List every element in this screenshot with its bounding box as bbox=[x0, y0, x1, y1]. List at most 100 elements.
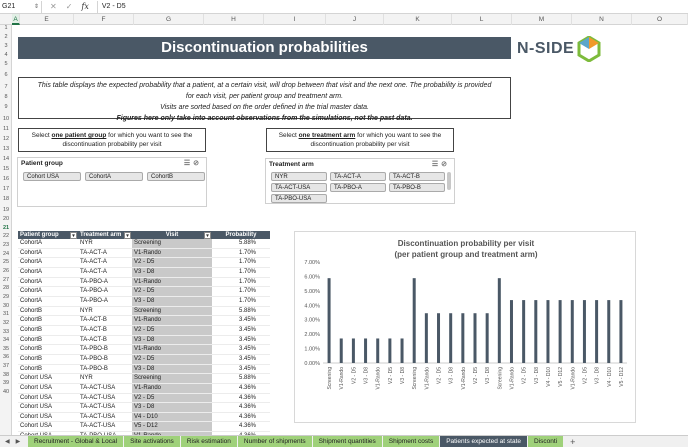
header-probability[interactable]: Probability bbox=[212, 231, 270, 239]
cell-visit[interactable]: V1-Rando bbox=[132, 277, 212, 288]
header-treatment-arm[interactable]: Treatment arm ▾ bbox=[78, 231, 132, 239]
table-row[interactable]: CohortB TA-ACT-B V1-Rando 3.45% bbox=[18, 315, 270, 326]
cell-patient-group[interactable]: CohortA bbox=[18, 296, 78, 307]
cell-visit[interactable]: V3 - D8 bbox=[132, 335, 212, 346]
table-row[interactable]: CohortB TA-PBO-B V1-Rando 3.45% bbox=[18, 344, 270, 355]
table-row[interactable]: Cohort USA NYR Screening 5.88% bbox=[18, 373, 270, 384]
slicer-item-ta-act-b[interactable]: TA-ACT-B bbox=[389, 172, 445, 181]
cell-patient-group[interactable]: CohortA bbox=[18, 239, 78, 249]
cell-visit[interactable]: V1-Rando bbox=[132, 248, 212, 259]
cell-patient-group[interactable]: CohortB bbox=[18, 335, 78, 346]
slicer-item-cohorta[interactable]: CohortA bbox=[85, 172, 143, 181]
cell-treatment-arm[interactable]: TA-PBO-B bbox=[78, 364, 132, 375]
row-header[interactable]: 4 bbox=[4, 52, 8, 58]
cell-probability[interactable]: 1.70% bbox=[212, 267, 270, 278]
row-header[interactable]: 1 bbox=[4, 25, 8, 31]
row-header[interactable]: 15 bbox=[2, 166, 10, 172]
cell-patient-group[interactable]: CohortA bbox=[18, 286, 78, 297]
slicer-item-ta-act-a[interactable]: TA-ACT-A bbox=[330, 172, 386, 181]
row-header[interactable]: 40 bbox=[2, 389, 10, 395]
row-header[interactable]: 24 bbox=[2, 250, 10, 257]
cell-probability[interactable]: 4.36% bbox=[212, 431, 270, 435]
table-row[interactable]: CohortA TA-ACT-A V1-Rando 1.70% bbox=[18, 248, 270, 259]
cell-patient-group[interactable]: CohortA bbox=[18, 267, 78, 278]
clear-filter-icon[interactable]: ⊘ bbox=[441, 161, 450, 168]
cell-probability[interactable]: 5.88% bbox=[212, 239, 270, 249]
row-header[interactable]: 30 bbox=[2, 302, 10, 309]
slicer-item-ta-pbo-usa[interactable]: TA-PBO-USA bbox=[271, 194, 327, 203]
column-header-f[interactable]: F bbox=[74, 14, 134, 25]
row-header[interactable]: 13 bbox=[2, 146, 10, 152]
row-header[interactable]: 5 bbox=[4, 61, 8, 67]
cell-treatment-arm[interactable]: TA-PBO-USA bbox=[78, 431, 132, 435]
slicer-scrollbar[interactable] bbox=[447, 172, 451, 190]
row-header[interactable]: 10 bbox=[2, 116, 10, 122]
cell-patient-group[interactable]: CohortA bbox=[18, 257, 78, 268]
cell-patient-group[interactable]: CohortB bbox=[18, 344, 78, 355]
cell-probability[interactable]: 4.36% bbox=[212, 383, 270, 394]
column-header-m[interactable]: M bbox=[512, 14, 572, 25]
row-header[interactable]: 22 bbox=[2, 233, 10, 240]
table-row[interactable]: CohortA TA-PBO-A V2 - D5 1.70% bbox=[18, 286, 270, 297]
cell-probability[interactable]: 3.45% bbox=[212, 315, 270, 326]
cell-patient-group[interactable]: Cohort USA bbox=[18, 412, 78, 423]
table-row[interactable]: CohortA TA-ACT-A V3 - D8 1.70% bbox=[18, 267, 270, 278]
cell-patient-group[interactable]: CohortB bbox=[18, 364, 78, 375]
cell-treatment-arm[interactable]: TA-ACT-USA bbox=[78, 383, 132, 394]
row-header[interactable]: 31 bbox=[2, 311, 10, 318]
slicer-item-ta-pbo-b[interactable]: TA-PBO-B bbox=[389, 183, 445, 192]
cell-probability[interactable]: 5.88% bbox=[212, 373, 270, 384]
header-visit[interactable]: Visit ▾ bbox=[132, 231, 212, 239]
next-sheet-icon[interactable]: ▶ bbox=[15, 439, 21, 445]
multi-select-icon[interactable]: ☰ bbox=[431, 161, 442, 168]
cell-probability[interactable]: 1.70% bbox=[212, 277, 270, 288]
cell-visit[interactable]: Screening bbox=[132, 239, 212, 249]
cell-visit[interactable]: V4 - D10 bbox=[132, 412, 212, 423]
column-header-a[interactable]: A bbox=[12, 14, 20, 25]
row-header[interactable]: 11 bbox=[3, 126, 9, 132]
table-row[interactable]: CohortB TA-PBO-B V2 - D5 3.45% bbox=[18, 354, 270, 365]
cell-treatment-arm[interactable]: TA-ACT-USA bbox=[78, 402, 132, 413]
table-row[interactable]: CohortB NYR Screening 5.88% bbox=[18, 306, 270, 317]
cell-visit[interactable]: V3 - D8 bbox=[132, 364, 212, 375]
table-row[interactable]: CohortA TA-ACT-A V2 - D5 1.70% bbox=[18, 257, 270, 268]
table-row[interactable]: Cohort USA TA-ACT-USA V4 - D10 4.36% bbox=[18, 412, 270, 423]
cell-probability[interactable]: 3.45% bbox=[212, 344, 270, 355]
row-header[interactable]: 27 bbox=[2, 276, 10, 283]
name-box-dropdown-icon[interactable]: ⇕ bbox=[33, 3, 39, 10]
cell-visit[interactable]: V2 - D5 bbox=[132, 257, 212, 268]
cell-patient-group[interactable]: Cohort USA bbox=[18, 431, 78, 435]
cell-treatment-arm[interactable]: TA-PBO-A bbox=[78, 277, 132, 288]
cell-probability[interactable]: 1.70% bbox=[212, 296, 270, 307]
row-header[interactable]: 25 bbox=[2, 259, 10, 266]
cell-treatment-arm[interactable]: NYR bbox=[78, 306, 132, 317]
formula-input[interactable]: V2 - D5 bbox=[96, 0, 688, 13]
name-box[interactable]: G21 ⇕ bbox=[0, 0, 42, 13]
row-header[interactable]: 2 bbox=[4, 34, 8, 40]
cell-treatment-arm[interactable]: TA-PBO-B bbox=[78, 354, 132, 365]
cell-treatment-arm[interactable]: TA-ACT-USA bbox=[78, 393, 132, 404]
sheet-tab[interactable]: Recruitment - Global & Local bbox=[28, 436, 124, 447]
column-header-n[interactable]: N bbox=[572, 14, 632, 25]
cell-patient-group[interactable]: Cohort USA bbox=[18, 421, 78, 433]
prev-sheet-icon[interactable]: ◀ bbox=[5, 439, 10, 445]
row-header[interactable]: 6 bbox=[4, 72, 8, 78]
table-row[interactable]: CohortA TA-PBO-A V3 - D8 1.70% bbox=[18, 296, 270, 307]
cell-treatment-arm[interactable]: TA-ACT-A bbox=[78, 267, 132, 278]
cell-probability[interactable]: 5.88% bbox=[212, 306, 270, 317]
header-patient-group[interactable]: Patient group ▾ bbox=[18, 231, 78, 239]
cell-probability[interactable]: 3.45% bbox=[212, 364, 270, 375]
sheet-tab[interactable]: Shipment costs bbox=[382, 436, 440, 447]
column-header-j[interactable]: J bbox=[326, 14, 384, 25]
function-icon[interactable]: fx bbox=[81, 2, 89, 11]
table-row[interactable]: CohortB TA-ACT-B V3 - D8 3.45% bbox=[18, 335, 270, 346]
row-header[interactable]: 19 bbox=[2, 207, 10, 213]
sheet-tab[interactable]: Risk estimation bbox=[180, 436, 237, 447]
discontinuation-chart[interactable]: Discontinuation probability per visit (pe… bbox=[294, 231, 636, 423]
cell-visit[interactable]: V1-Rando bbox=[132, 344, 212, 355]
cell-treatment-arm[interactable]: TA-ACT-B bbox=[78, 335, 132, 346]
cell-probability[interactable]: 1.70% bbox=[212, 286, 270, 297]
cell-patient-group[interactable]: Cohort USA bbox=[18, 373, 78, 384]
row-header[interactable]: 38 bbox=[2, 371, 10, 378]
